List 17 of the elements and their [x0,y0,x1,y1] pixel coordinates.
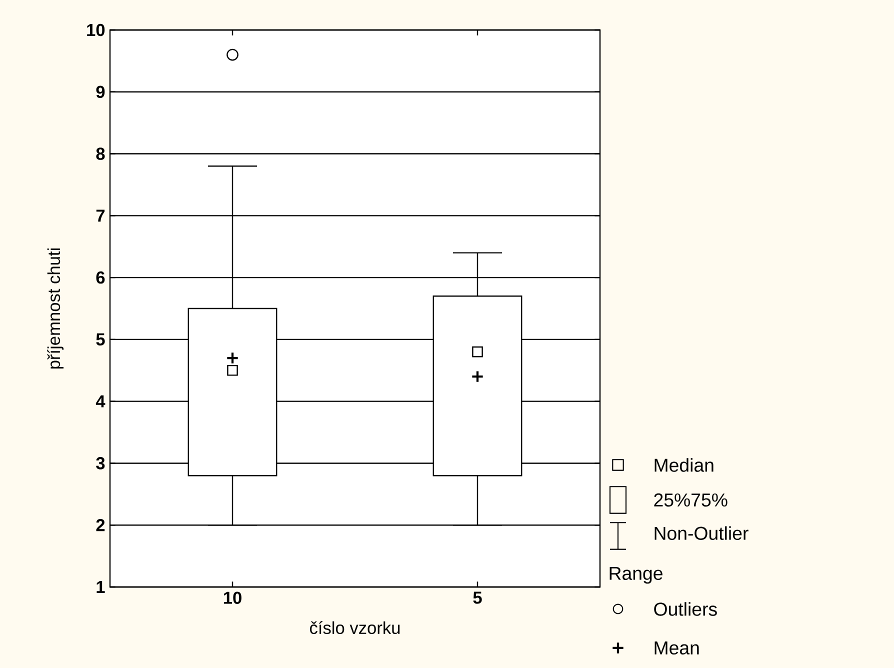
y-tick-label: 1 [96,581,105,593]
y-tick-label: 8 [96,148,105,160]
y-tick-label: 5 [96,333,105,346]
text: Mean [654,641,699,655]
y-tick-label: 10 [87,24,105,36]
x-axis-title: číslo vzorku [310,621,400,634]
y-tick-label: 6 [96,271,105,284]
text: Outliers [654,602,717,616]
y-axis-title: příjemnost chuti [47,248,64,369]
y-tick-label: 4 [96,395,106,408]
y-tick-label: 7 [96,210,105,222]
text: Non-Outlier Range [610,526,748,584]
y-tick-label: 2 [96,519,105,532]
text: 25%75% [654,493,728,507]
y-tick-label: 9 [96,86,105,98]
y-tick-label: 3 [96,457,105,470]
text: Median [654,458,714,472]
